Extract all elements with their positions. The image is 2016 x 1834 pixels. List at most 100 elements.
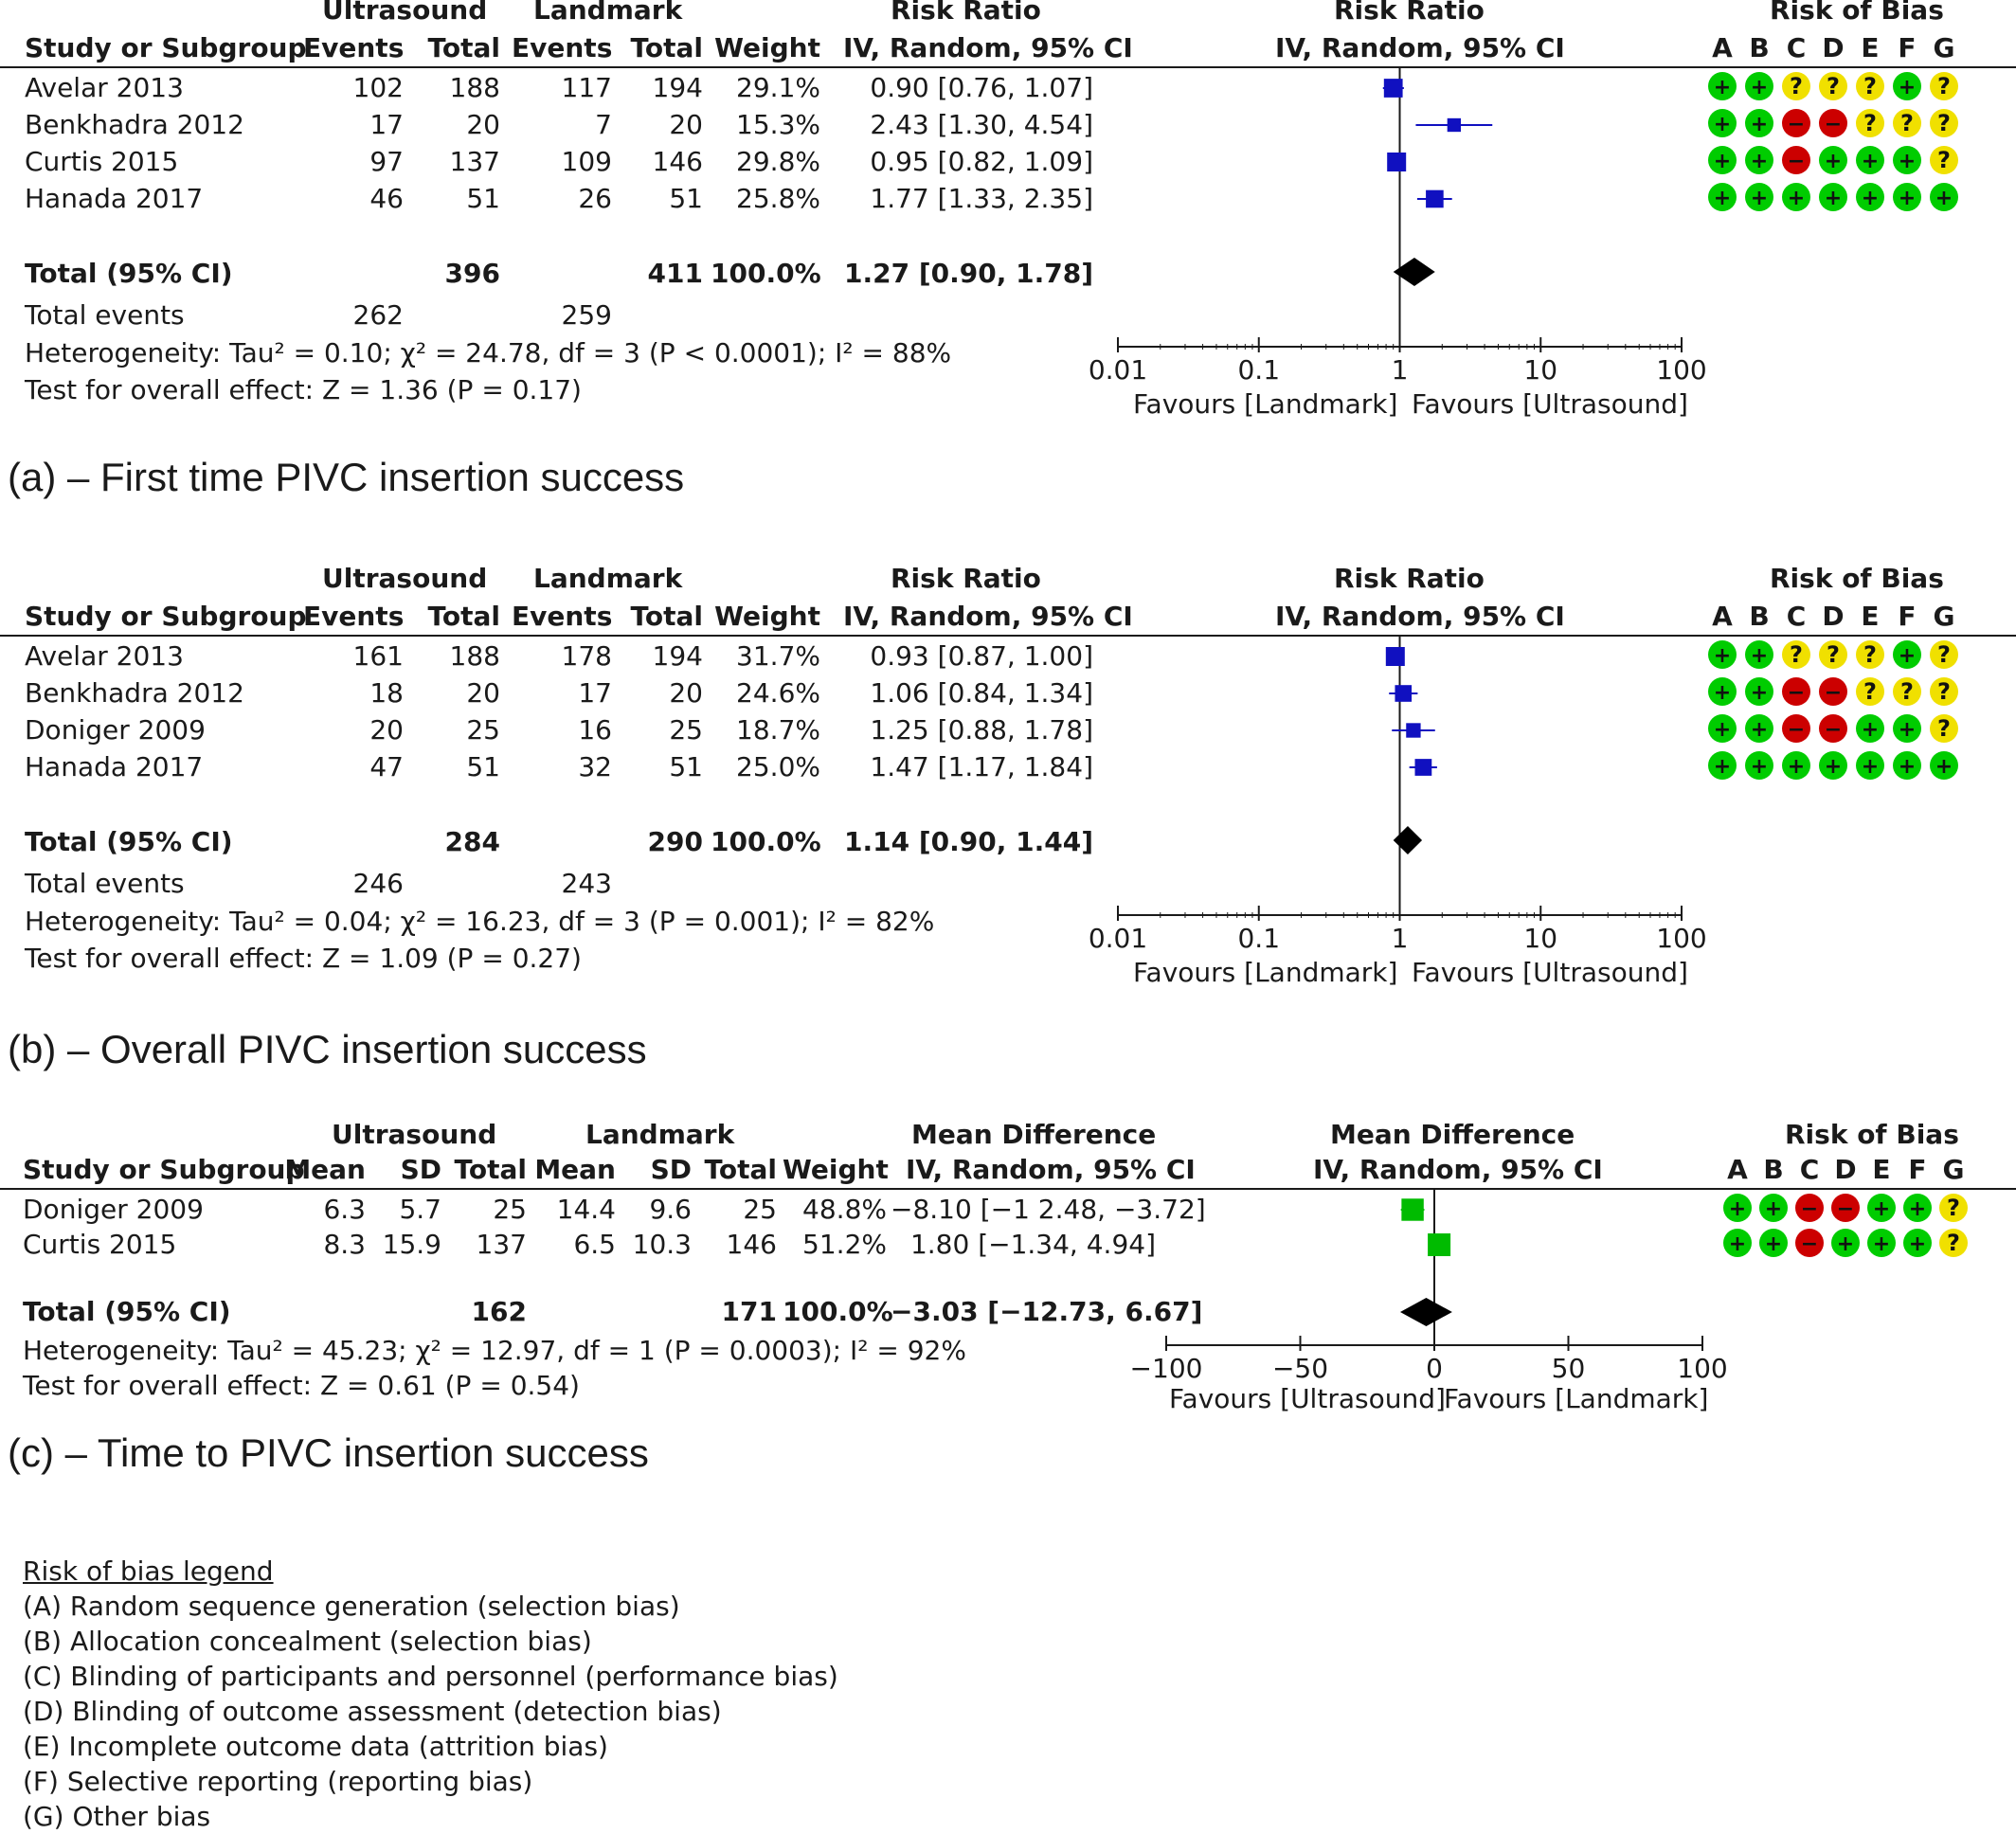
rob-judgement-dot: [1745, 751, 1773, 780]
study-point: [1383, 79, 1403, 98]
total-events-1: 262: [352, 299, 404, 331]
rob-judgement-symbol: ?: [1937, 73, 1951, 99]
header-total2: Total: [630, 32, 704, 63]
study-ci-text: 1.25 [0.88, 1.78]: [870, 714, 1093, 746]
rob-judgement-dot: [1708, 640, 1737, 669]
x-tick-label: 0.1: [1237, 923, 1280, 954]
header-rule: [0, 635, 2016, 637]
rob-judgement-symbol: ?: [1937, 678, 1951, 705]
rob-judgement-symbol: +: [1862, 150, 1879, 173]
rob-judgement-dot: [1819, 714, 1847, 743]
header-total1: Total: [427, 32, 501, 63]
header-plot-top: Risk Ratio: [1334, 563, 1485, 594]
rob-judgement-dot: [1856, 109, 1884, 137]
x-tick-label: 0.01: [1089, 354, 1147, 386]
total-events-2: 243: [561, 868, 612, 899]
study-point: [1428, 1233, 1451, 1256]
rob-judgement-symbol: ?: [1790, 73, 1803, 99]
rob-judgement-symbol: +: [1751, 718, 1768, 742]
rob-judgement-dot: [1745, 677, 1773, 706]
study-weight: 48.8%: [802, 1194, 887, 1225]
rob-judgement-symbol: +: [1935, 755, 1953, 779]
legend-item-b: (B) Allocation concealment (selection bi…: [23, 1626, 592, 1657]
x-tick-label: 50: [1552, 1353, 1586, 1384]
rob-judgement-dot: [1708, 751, 1737, 780]
rob-judgement-symbol: +: [1862, 187, 1879, 210]
rob-judgement-dot: [1708, 146, 1737, 174]
favours-left: Favours [Landmark]: [1133, 388, 1398, 420]
header-group1: Ultrasound: [332, 1119, 497, 1150]
rob-judgement-dot: [1930, 677, 1958, 706]
rob-judgement-dot: [1903, 1229, 1932, 1257]
rob-judgement-symbol: +: [1837, 1232, 1854, 1256]
rob-judgement-dot: [1745, 146, 1773, 174]
study-point: [1395, 685, 1413, 702]
rob-judgement-symbol: +: [1899, 718, 1916, 742]
favours-right: Favours [Landmark]: [1444, 1383, 1709, 1414]
total-weight: 100.0%: [783, 1296, 893, 1327]
rob-judgement-dot: [1893, 640, 1921, 669]
rob-judgement-dot: [1867, 1229, 1896, 1257]
rob-judgement-symbol: +: [1729, 1197, 1746, 1221]
forest-plot-svg-b: 0.01 0.1 1 10 100+ +??? + ?+ + − −?? ?+ + − − + + ?+ + + + + +…: [1089, 635, 1958, 954]
rob-judgement-dot: [1745, 640, 1773, 669]
favours-right: Favours [Ultrasound]: [1412, 388, 1688, 420]
header-weight: Weight: [714, 32, 820, 63]
x-tick-label: 1: [1392, 923, 1409, 954]
x-tick-label: 100: [1677, 1353, 1727, 1384]
rob-judgement-symbol: +: [1899, 187, 1916, 210]
header-effect-sub: IV, Random, 95% CI: [843, 601, 1133, 632]
total-weight: 100.0%: [711, 826, 821, 857]
rob-judgement-dot: [1708, 72, 1737, 100]
study-name: Curtis 2015: [23, 1229, 177, 1260]
rob-judgement-symbol: ?: [1863, 73, 1877, 99]
rob-judgement-dot: [1819, 72, 1847, 100]
rob-judgement-symbol: ?: [1827, 641, 1840, 668]
rob-judgement-symbol: ?: [1937, 715, 1951, 742]
study-ci-text: 1.06 [0.84, 1.34]: [870, 677, 1093, 709]
total-label: Total (95% CI): [25, 258, 233, 289]
rob-judgement-symbol: +: [1873, 1232, 1890, 1256]
rob-judgement-symbol: +: [1899, 150, 1916, 173]
study-n2: 51: [669, 751, 703, 782]
rob-judgement-symbol: +: [1714, 187, 1731, 210]
rob-judgement-symbol: +: [1909, 1232, 1926, 1256]
rob-judgement-dot: [1819, 640, 1847, 669]
rob-letter-f: F: [1908, 1154, 1927, 1185]
study-sd2: 9.6: [649, 1194, 692, 1225]
rob-judgement-symbol: ?: [1863, 641, 1877, 668]
heterogeneity: Heterogeneity: Tau² = 0.04; χ² = 16.23, …: [25, 906, 935, 937]
rob-judgement-symbol: +: [1751, 681, 1768, 705]
rob-judgement-dot: [1782, 183, 1810, 211]
study-n2: 20: [669, 677, 703, 709]
rob-letter-b: B: [1749, 601, 1770, 632]
study-n1: 20: [466, 109, 500, 140]
rob-judgement-dot: [1819, 677, 1847, 706]
header-plot-top: Risk Ratio: [1334, 0, 1485, 26]
header-total1: Total: [454, 1154, 528, 1185]
study-weight: 24.6%: [736, 677, 820, 709]
total-events-2: 259: [561, 299, 612, 331]
study-ci-text: −8.10 [−1 2.48, −3.72]: [891, 1194, 1206, 1225]
study-point: [1401, 1198, 1424, 1221]
study-n1: 51: [466, 751, 500, 782]
rob-judgement-dot: [1708, 183, 1737, 211]
heterogeneity: Heterogeneity: Tau² = 45.23; χ² = 12.97,…: [23, 1335, 966, 1366]
study-e2: 32: [578, 751, 612, 782]
study-n2: 20: [669, 109, 703, 140]
forest-plot-b: Ultrasound Landmark Risk Ratio Risk Rati…: [0, 563, 2016, 1080]
total-events-1: 246: [352, 868, 404, 899]
study-ci-text: 2.43 [1.30, 4.54]: [870, 109, 1093, 140]
study-point: [1426, 189, 1444, 208]
favours-left: Favours [Ultrasound]: [1169, 1383, 1446, 1414]
study-weight: 31.7%: [736, 640, 820, 672]
header-events1: Events: [303, 601, 405, 632]
total-ci: 1.14 [0.90, 1.44]: [844, 826, 1093, 857]
rob-judgement-dot: [1782, 109, 1810, 137]
risk-of-bias-legend: Risk of bias legend (A) Random sequence …: [23, 1554, 838, 1834]
study-n2: 194: [652, 640, 703, 672]
rob-judgement-dot: [1745, 183, 1773, 211]
forest-plot-svg-c: −100 −50 0 50 100+ + − − + + ?+ + − + + +?: [1130, 1188, 1968, 1384]
rob-judgement-symbol: +: [1714, 113, 1731, 136]
rob-judgement-symbol: −: [1825, 718, 1842, 742]
